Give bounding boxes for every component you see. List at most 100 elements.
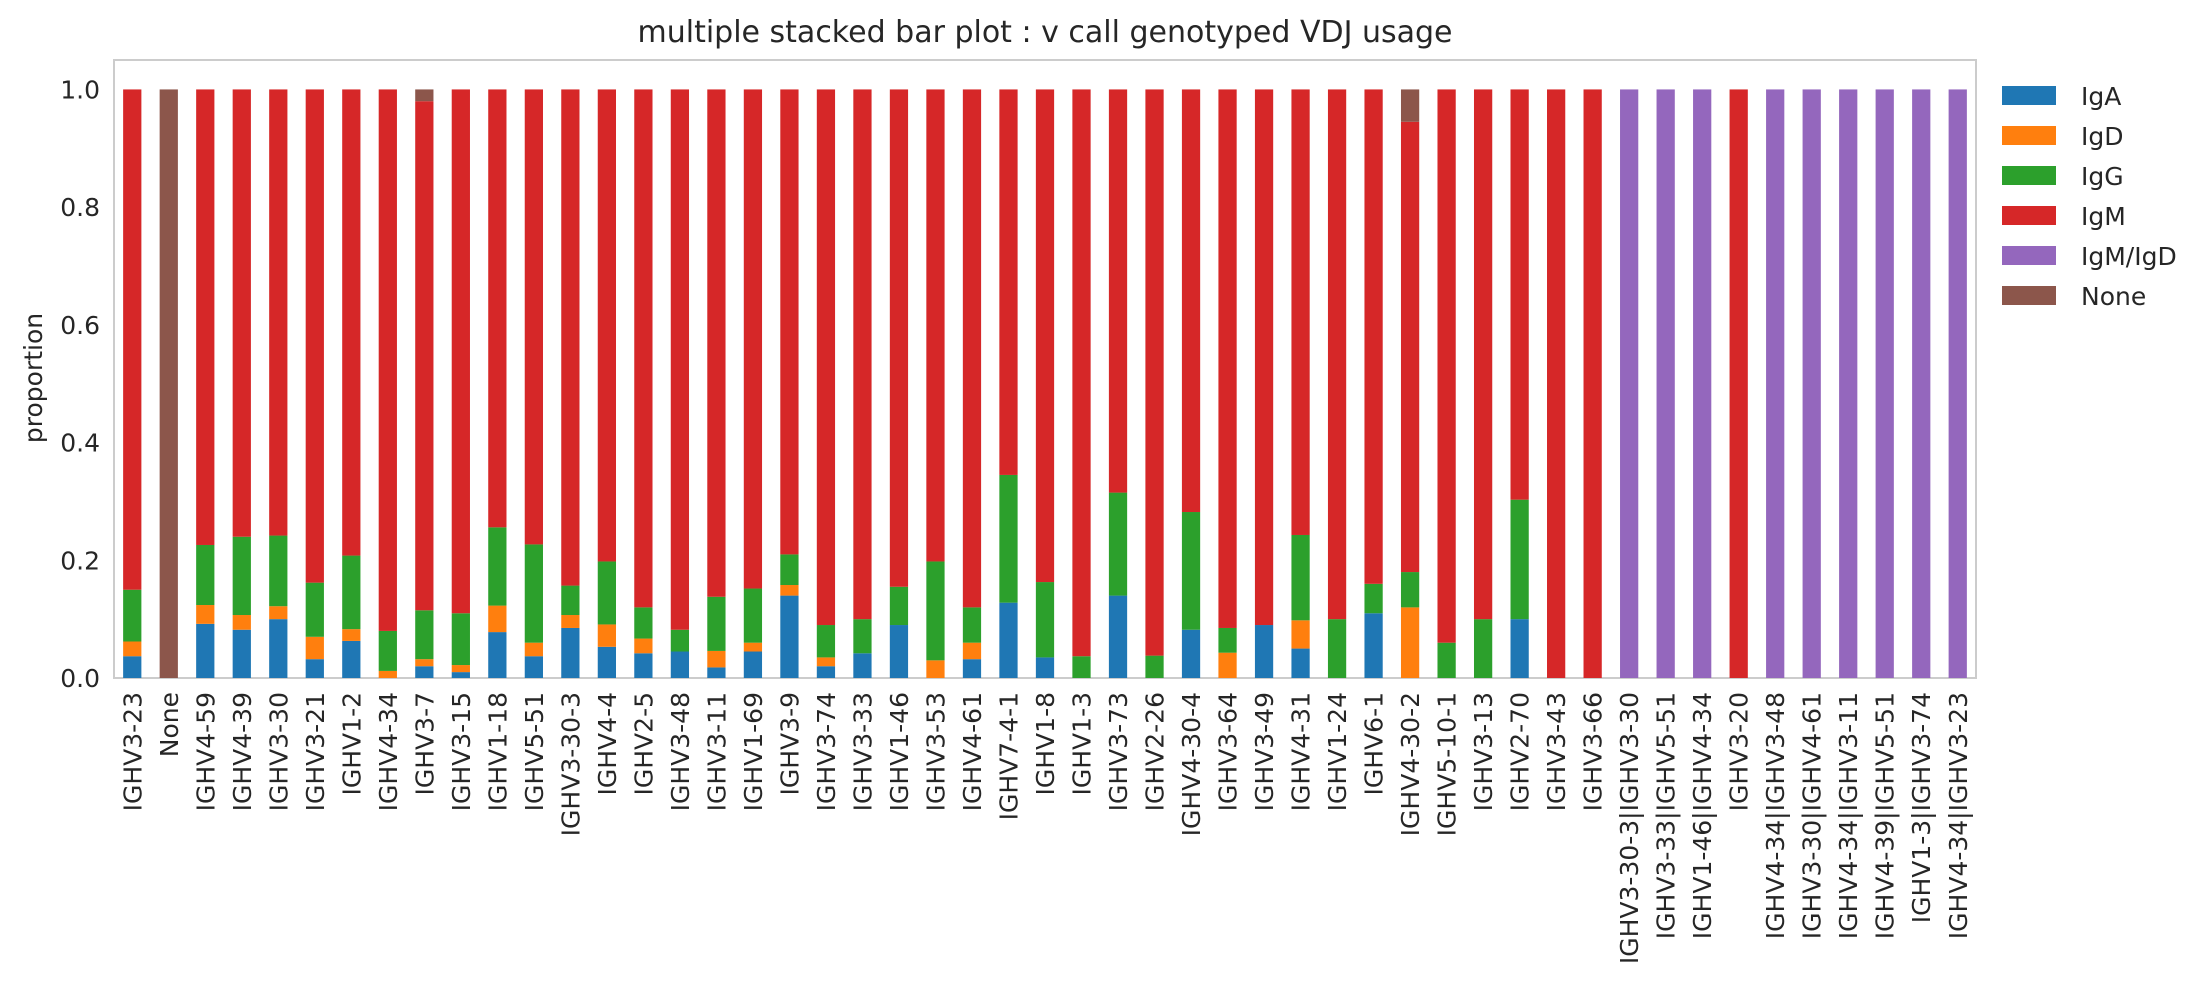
- bar-segment-igm-29: [1181, 89, 1201, 513]
- bar-segment-igg-16: [707, 596, 726, 651]
- bar-segment-igd-35: [1400, 607, 1420, 678]
- bar-segment-igg-3: [232, 536, 251, 616]
- x-tick-label: IGHV3-9: [775, 692, 804, 795]
- bar-segment-igg-22: [926, 561, 945, 661]
- bar-segment-iga-13: [597, 646, 616, 678]
- bar-segment-iga-29: [1181, 629, 1201, 678]
- bar-segment-igg-8: [415, 610, 434, 660]
- x-tick-label: IGHV3-7: [410, 692, 439, 795]
- bar-segment-igg-28: [1145, 655, 1164, 678]
- bar-segment-igd-22: [926, 660, 945, 678]
- legend-swatch: [2002, 166, 2056, 185]
- bar-segment-iga-14: [634, 653, 653, 678]
- x-tick-label: IGHV3-30-3: [556, 692, 585, 836]
- bar-segment-igg-7: [378, 630, 397, 671]
- x-axis-ticks: IGHV3-23 None IGHV4-59 IGHV4-39 IGHV3-30 IGHV…: [118, 692, 1973, 964]
- legend-label: IgM/IgD: [2081, 242, 2177, 271]
- x-tick-label: IGHV2-5: [629, 692, 658, 795]
- legend-swatch: [2002, 286, 2056, 305]
- legend-swatch: [2002, 86, 2056, 105]
- bar-segment-iga-16: [707, 667, 726, 678]
- bar-segment-igm-12: [561, 89, 580, 586]
- bar-segment-iga-0: [123, 656, 142, 678]
- bar-segment-igm-10: [488, 89, 507, 528]
- x-tick-label: IGHV3-49: [1250, 692, 1279, 811]
- bar-segment-igm-6: [342, 89, 361, 556]
- bar-segment-igm-igd-45: [1766, 89, 1785, 679]
- bar-segment-iga-15: [670, 651, 690, 678]
- bar-segment-igg-33: [1327, 619, 1347, 678]
- bar-segment-igg-10: [488, 527, 507, 606]
- bar-segment-igm-39: [1547, 89, 1566, 679]
- bar-segment-igg-38: [1510, 499, 1529, 620]
- bar-segment-iga-9: [451, 672, 470, 678]
- x-tick-label: IGHV4-34|IGHV3-48: [1761, 692, 1790, 939]
- y-tick-label: 0.2: [60, 546, 100, 575]
- x-tick-label: IGHV2-26: [1141, 692, 1170, 811]
- bar-segment-igm-37: [1473, 89, 1493, 620]
- bar-segment-igd-32: [1291, 620, 1310, 649]
- bar-segment-igd-17: [743, 642, 763, 652]
- x-tick-label: IGHV3-66: [1579, 692, 1608, 811]
- bar-segment-igm-0: [123, 89, 142, 590]
- bar-segment-iga-23: [962, 659, 982, 678]
- x-tick-label: IGHV1-18: [483, 692, 512, 811]
- bar-segment-iga-4: [269, 619, 288, 678]
- bar-segment-igg-0: [123, 589, 142, 642]
- bar-segment-igg-4: [269, 535, 288, 607]
- bar-segment-igm-13: [597, 89, 616, 562]
- x-tick-label: IGHV3-30-3|IGHV3-30: [1615, 692, 1644, 964]
- bar-segment-iga-34: [1364, 613, 1383, 678]
- bar-segment-igm-20: [853, 89, 872, 620]
- legend-swatch: [2002, 246, 2056, 265]
- bar-segment-igd-0: [123, 641, 142, 657]
- bar-segment-iga-8: [415, 666, 434, 678]
- x-tick-label: IGHV3-21: [301, 692, 330, 811]
- legend-swatch: [2002, 126, 2056, 145]
- x-tick-label: IGHV4-59: [191, 692, 220, 811]
- bar-segment-igm-7: [378, 89, 397, 631]
- bar-segment-igg-23: [962, 607, 982, 643]
- bar-segment-igg-2: [196, 544, 215, 606]
- x-tick-label: IGHV7-4-1: [994, 692, 1023, 820]
- x-tick-label: IGHV6-1: [1360, 692, 1389, 795]
- y-tick-label: 0.0: [60, 664, 100, 693]
- bar-segment-igm-27: [1108, 89, 1128, 493]
- bar-segment-igd-8: [415, 659, 434, 667]
- bar-segment-igm-igd-46: [1802, 89, 1821, 679]
- x-tick-label: IGHV3-53: [921, 692, 950, 811]
- bar-segment-igm-25: [1035, 89, 1055, 583]
- legend-label: None: [2081, 282, 2146, 311]
- bar-segment-igg-27: [1108, 492, 1128, 596]
- bar-segment-igg-9: [451, 613, 470, 666]
- bar-segment-iga-18: [780, 595, 799, 678]
- bar-segment-igg-13: [597, 561, 616, 625]
- x-tick-label: IGHV4-31: [1287, 692, 1316, 811]
- x-tick-label: IGHV4-34|IGHV3-23: [1944, 692, 1973, 939]
- x-tick-label: IGHV4-34: [374, 692, 403, 811]
- bar-segment-igm-38: [1510, 89, 1529, 500]
- x-tick-label: IGHV1-3|IGHV3-74: [1907, 692, 1936, 923]
- bar-segment-igg-21: [889, 586, 909, 626]
- bar-segment-igm-31: [1254, 89, 1274, 626]
- bar-segment-iga-11: [524, 656, 543, 678]
- bar-segment-igm-14: [634, 89, 653, 608]
- bar-segment-igm-28: [1145, 89, 1164, 656]
- x-tick-label: IGHV4-30-4: [1177, 692, 1206, 836]
- bar-segment-igm-11: [524, 89, 543, 545]
- bar-segment-igg-35: [1400, 572, 1420, 608]
- x-tick-label: IGHV2-70: [1506, 692, 1535, 811]
- x-tick-label: IGHV3-20: [1725, 692, 1754, 811]
- bar-segment-none-8: [415, 89, 434, 102]
- bar-segment-igm-32: [1291, 89, 1310, 535]
- bar-segment-iga-27: [1108, 595, 1128, 678]
- bar-segment-igg-24: [999, 474, 1018, 603]
- x-tick-label: IGHV3-11: [702, 692, 731, 811]
- bar-segment-igm-igd-42: [1656, 89, 1675, 679]
- x-tick-label: IGHV5-51: [520, 692, 549, 811]
- x-tick-label: IGHV4-30-2: [1396, 692, 1425, 836]
- bar-segment-igd-4: [269, 606, 288, 620]
- bar-segment-igm-21: [889, 89, 909, 587]
- bar-segment-igd-9: [451, 665, 470, 673]
